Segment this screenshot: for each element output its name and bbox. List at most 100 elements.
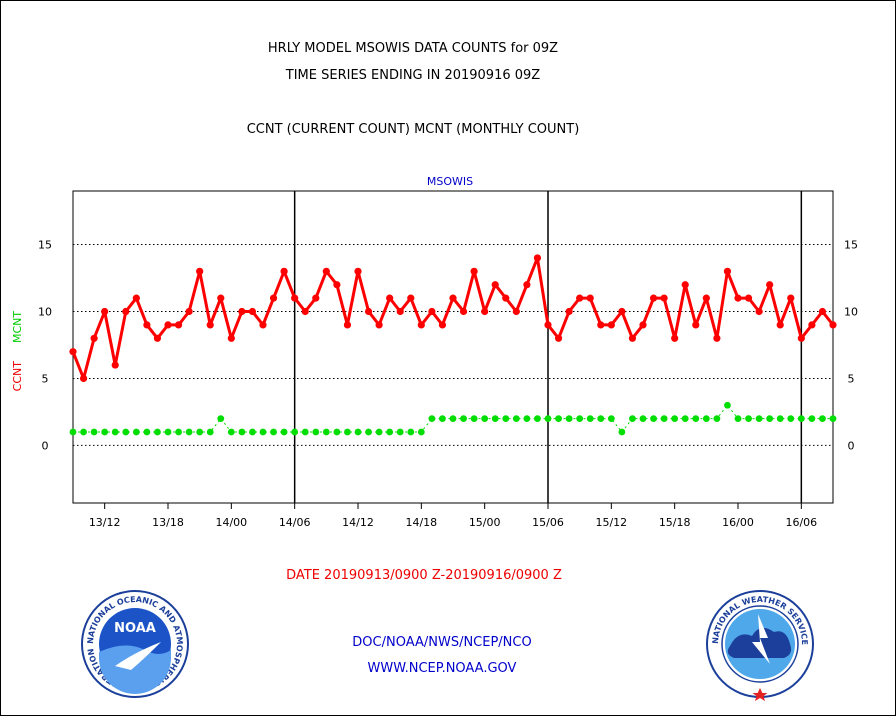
point-ccnt — [787, 294, 795, 302]
point-mcnt — [523, 415, 531, 423]
point-ccnt — [428, 307, 436, 316]
noaa-logo-text: NOAA — [114, 621, 156, 636]
point-ccnt — [153, 334, 162, 342]
plot-area: 0 0 5 5 10 10 15 15 13/12 13/18 14/00 14/06 14/12 14/… — [38, 190, 858, 529]
point-mcnt — [681, 415, 689, 423]
point-mcnt — [819, 415, 826, 423]
point-mcnt — [69, 428, 77, 436]
point-mcnt — [322, 428, 330, 436]
point-mcnt — [80, 428, 87, 436]
point-ccnt — [692, 321, 700, 329]
point-mcnt — [101, 428, 109, 436]
ytick-left-5: 5 — [42, 372, 49, 385]
point-mcnt — [270, 428, 277, 436]
point-mcnt — [375, 428, 383, 436]
point-ccnt — [639, 321, 647, 329]
point-mcnt — [555, 415, 562, 423]
point-mcnt — [671, 415, 679, 423]
point-mcnt — [428, 415, 436, 423]
point-ccnt — [628, 334, 637, 342]
point-ccnt — [333, 281, 341, 289]
point-mcnt — [196, 428, 204, 436]
point-ccnt — [396, 307, 404, 316]
point-mcnt — [534, 415, 541, 423]
point-mcnt — [249, 428, 256, 436]
ylabel-ccnt: CCNT — [11, 361, 24, 392]
point-mcnt — [386, 428, 394, 436]
point-mcnt — [755, 415, 763, 423]
point-ccnt — [818, 307, 827, 316]
point-mcnt — [301, 428, 309, 436]
point-mcnt — [544, 415, 552, 423]
point-ccnt — [280, 267, 288, 275]
point-mcnt — [745, 415, 752, 423]
url-text: WWW.NCEP.NOAA.GOV — [368, 661, 517, 676]
point-ccnt — [291, 294, 299, 302]
point-ccnt — [660, 294, 668, 302]
point-ccnt — [491, 281, 499, 289]
point-mcnt — [365, 428, 372, 436]
point-mcnt — [154, 428, 161, 436]
point-ccnt — [533, 254, 542, 262]
point-ccnt — [90, 334, 98, 342]
ytick-left-10: 10 — [38, 306, 52, 319]
point-ccnt — [386, 294, 394, 302]
ytick-right-0: 0 — [848, 439, 855, 452]
point-mcnt — [111, 428, 119, 436]
series-line-ccnt — [71, 256, 835, 380]
point-ccnt — [248, 307, 257, 316]
point-ccnt — [196, 267, 204, 275]
point-mcnt — [565, 415, 573, 423]
point-ccnt — [544, 321, 552, 329]
point-mcnt — [702, 415, 710, 423]
point-ccnt — [797, 334, 805, 342]
point-ccnt — [449, 294, 457, 302]
point-ccnt — [776, 321, 784, 329]
point-mcnt — [417, 428, 425, 436]
point-mcnt — [829, 415, 837, 423]
point-mcnt — [618, 428, 626, 436]
point-ccnt — [766, 281, 774, 289]
point-ccnt — [312, 294, 320, 302]
point-ccnt — [143, 321, 151, 329]
nws-star-icon — [752, 688, 768, 701]
plot-border — [72, 190, 834, 504]
xtick-label: 14/12 — [342, 516, 374, 529]
point-ccnt — [69, 348, 77, 356]
xtick-label: 13/12 — [89, 516, 121, 529]
point-mcnt — [143, 428, 151, 436]
point-mcnt — [164, 428, 172, 436]
ytick-right-5: 5 — [848, 372, 855, 385]
xtick-label: 13/18 — [152, 516, 184, 529]
point-mcnt — [629, 415, 636, 423]
point-mcnt — [787, 415, 795, 423]
point-ccnt — [607, 321, 615, 329]
ytick-left-15: 15 — [38, 239, 52, 252]
point-ccnt — [459, 307, 468, 316]
point-ccnt — [238, 307, 246, 316]
point-mcnt — [692, 415, 700, 423]
xtick-label: 14/18 — [405, 516, 437, 529]
title-line1: HRLY MODEL MSOWIS DATA COUNTS for 09Z — [268, 41, 558, 56]
point-mcnt — [175, 428, 182, 436]
point-mcnt — [660, 415, 668, 423]
ylabel-mcnt: MCNT — [11, 311, 24, 343]
point-mcnt — [713, 415, 721, 423]
point-ccnt — [322, 267, 330, 275]
point-mcnt — [344, 428, 351, 436]
point-ccnt — [597, 321, 605, 329]
point-ccnt — [734, 294, 742, 302]
point-mcnt — [481, 415, 489, 423]
point-ccnt — [269, 294, 278, 302]
point-mcnt — [607, 415, 615, 423]
point-mcnt — [724, 401, 731, 409]
point-ccnt — [565, 307, 573, 316]
chart-title: MSOWIS — [427, 175, 473, 188]
point-mcnt — [259, 428, 267, 436]
point-ccnt — [723, 267, 732, 275]
ytick-left-0: 0 — [42, 439, 49, 452]
point-ccnt — [649, 294, 658, 302]
title-line2: TIME SERIES ENDING IN 20190916 09Z — [285, 68, 541, 83]
ytick-right-15: 15 — [844, 239, 858, 252]
